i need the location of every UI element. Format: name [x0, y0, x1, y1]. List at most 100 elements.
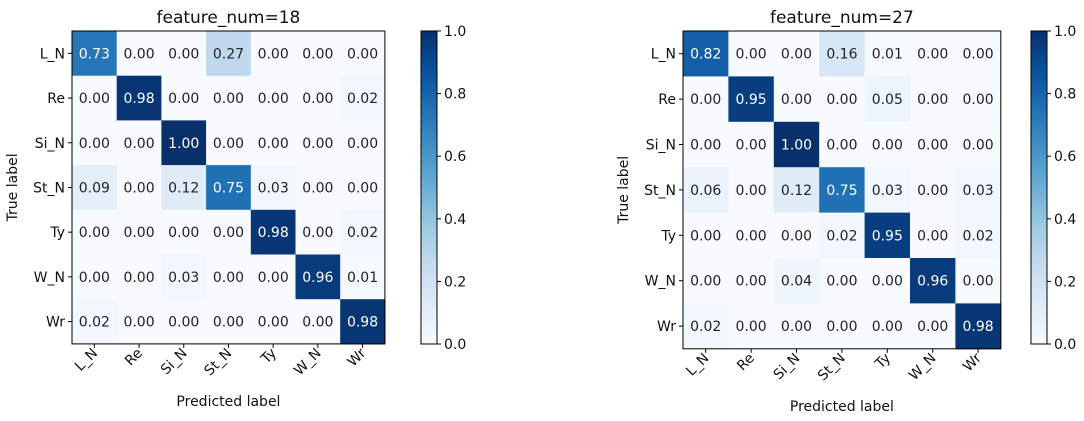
cell-value-label: 0.06 — [690, 183, 721, 199]
cell-value-label: 0.00 — [123, 46, 154, 62]
x-tick-label: Ty — [872, 350, 894, 372]
heatmap-cell — [206, 299, 252, 345]
cell-value-label: 0.00 — [79, 225, 110, 241]
cell-value-label: 0.00 — [781, 92, 812, 108]
colorbar-tick-label: 1.0 — [444, 24, 466, 40]
heatmap-cell — [340, 120, 386, 166]
heatmap-cell — [206, 31, 252, 77]
heatmap-cell — [728, 258, 775, 304]
x-tick-label: Si_N — [771, 350, 804, 383]
cell-value-label: 0.00 — [917, 228, 948, 244]
cell-value-label: 0.00 — [213, 315, 244, 331]
heatmap-cell — [910, 303, 956, 350]
heatmap-cell — [864, 303, 911, 350]
cell-value-label: 0.00 — [826, 138, 857, 154]
cell-value-label: 0.00 — [917, 138, 948, 154]
x-tick-label: Ty — [258, 345, 280, 367]
heatmap-cell — [910, 31, 956, 77]
colorbar-tick-label: 0.2 — [1054, 274, 1076, 290]
colorbar-tick-label: 0.6 — [1054, 149, 1076, 165]
cell-value-label: 0.98 — [963, 319, 994, 335]
heatmap-cell — [250, 31, 296, 77]
cell-value-label: 0.00 — [347, 180, 378, 196]
cell-value-label: 0.00 — [123, 270, 154, 286]
heatmap-cell — [683, 76, 729, 123]
heatmap-cell — [250, 209, 296, 255]
cell-value-label: 0.73 — [79, 46, 110, 62]
cell-value-label: 0.00 — [347, 136, 378, 152]
heatmap-cell — [161, 120, 207, 166]
cell-value-label: 0.00 — [872, 319, 903, 335]
y-tick-label: Wr — [46, 315, 65, 331]
heatmap-cell — [116, 31, 162, 77]
heatmap-cell — [955, 212, 1002, 259]
cell-value-label: 0.96 — [917, 274, 948, 290]
cell-value-label: 0.00 — [917, 47, 948, 63]
heatmap-cell — [683, 258, 729, 304]
heatmap-cell — [683, 303, 729, 350]
cell-value-label: 0.00 — [258, 270, 289, 286]
cell-value-label: 0.00 — [690, 228, 721, 244]
cell-value-label: 0.00 — [736, 228, 767, 244]
y-tick-label: W_N — [34, 270, 65, 286]
heatmap-cell — [340, 254, 386, 300]
heatmap-cell — [340, 75, 386, 121]
x-tick-label: Wr — [345, 345, 370, 370]
x-tick-label: Wr — [960, 350, 985, 375]
y-tick-label: Re — [658, 92, 676, 108]
cell-value-label: 0.02 — [79, 315, 110, 331]
cell-value-label: 0.00 — [963, 92, 994, 108]
cell-value-label: 0.98 — [347, 315, 378, 331]
x-tick-label: St_N — [815, 350, 849, 384]
y-tick-label: Si_N — [646, 138, 676, 154]
colorbar — [1030, 30, 1048, 345]
y-tick-label: L_N — [40, 46, 65, 62]
cell-value-label: 0.00 — [123, 225, 154, 241]
chart-title: feature_num=18 — [157, 8, 301, 28]
heatmap-cell — [295, 31, 341, 77]
cell-value-label: 0.00 — [963, 47, 994, 63]
cell-value-label: 0.00 — [213, 91, 244, 107]
cell-value-label: 0.00 — [123, 315, 154, 331]
heatmap-cell — [250, 120, 296, 166]
cell-value-label: 0.00 — [302, 225, 333, 241]
heatmap-cell — [161, 209, 207, 255]
heatmap-cell — [72, 299, 118, 345]
x-tick-label: W_N — [291, 345, 324, 378]
x-tick-label: L_N — [72, 345, 101, 374]
cell-value-label: 0.04 — [781, 274, 812, 290]
heatmap-cell — [728, 303, 775, 350]
heatmap-cell — [206, 75, 252, 121]
heatmap-cell — [295, 120, 341, 166]
heatmap-cell — [161, 254, 207, 300]
colorbar-tick-label: 0.2 — [444, 274, 466, 290]
heatmap-cell — [340, 299, 386, 345]
x-axis-label: Predicted label — [176, 394, 280, 410]
colorbar-tick-label: 0.8 — [1054, 87, 1076, 103]
cell-value-label: 0.82 — [690, 47, 721, 63]
chart-title: feature_num=27 — [770, 8, 914, 28]
cell-value-label: 0.16 — [826, 47, 857, 63]
cell-value-label: 1.00 — [781, 138, 812, 154]
cell-value-label: 0.96 — [302, 270, 333, 286]
cell-value-label: 0.00 — [258, 91, 289, 107]
cell-value-label: 0.00 — [213, 136, 244, 152]
heatmap-cell — [683, 167, 729, 214]
cell-value-label: 0.00 — [690, 92, 721, 108]
heatmap-cell — [72, 254, 118, 300]
heatmap-cell — [161, 299, 207, 345]
heatmap-cell — [773, 121, 820, 168]
y-axis-label: True label — [616, 156, 632, 225]
heatmap-cell — [72, 209, 118, 255]
cell-value-label: 0.00 — [736, 138, 767, 154]
x-tick-label: W_N — [906, 350, 939, 383]
cell-value-label: 0.00 — [302, 91, 333, 107]
heatmap-cell — [773, 303, 820, 350]
x-tick-label: St_N — [201, 345, 235, 379]
x-tick-label: Si_N — [158, 345, 191, 378]
heatmap-cell — [340, 165, 386, 211]
y-tick-label: Ty — [660, 228, 676, 244]
heatmap-cell — [864, 31, 911, 77]
heatmap-cell — [295, 209, 341, 255]
